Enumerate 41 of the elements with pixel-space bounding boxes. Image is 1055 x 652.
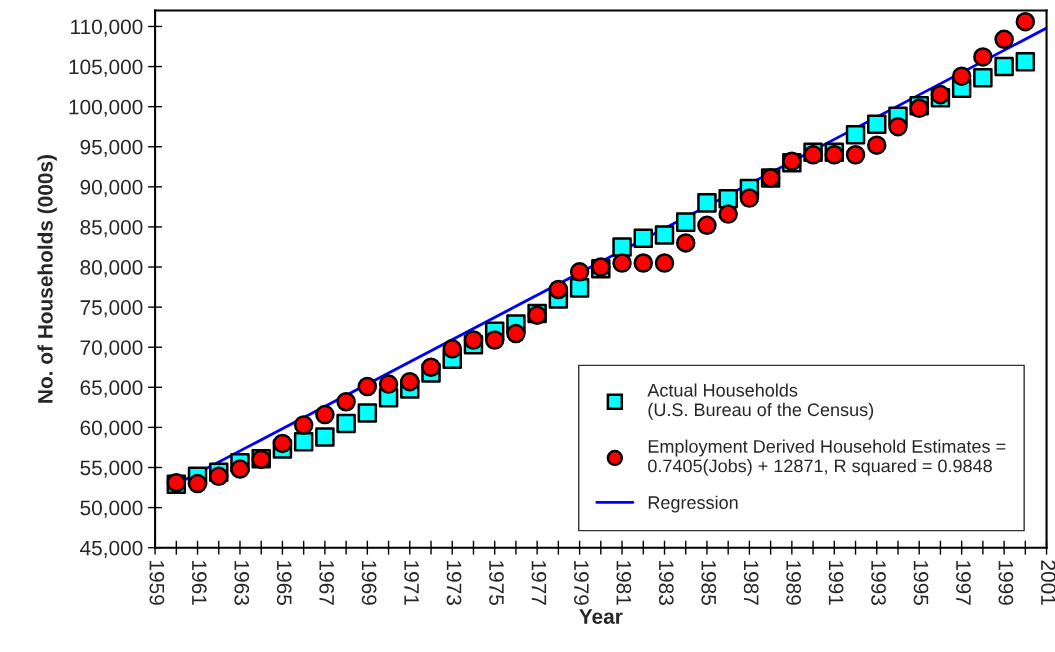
y-tick-label: 45,000: [80, 540, 143, 558]
x-tick-label: 1979: [574, 561, 589, 605]
y-tick-label: 80,000: [80, 260, 143, 278]
x-tick-label: 1977: [531, 561, 547, 605]
legend-label: Actual Households (U.S. Bureau of the Census): [647, 383, 874, 420]
x-tick-label: 1961: [191, 561, 207, 605]
x-tick-label: 1973: [446, 561, 462, 605]
x-tick-label: 1971: [404, 561, 419, 605]
x-tick-label: 1993: [871, 561, 886, 605]
x-tick-label: 1991: [828, 561, 844, 605]
x-tick-label: 2001: [1040, 560, 1055, 605]
x-tick-label: 1963: [234, 561, 250, 605]
x-tick-label: 1975: [489, 561, 504, 605]
x-tick-label: 1967: [319, 561, 335, 605]
x-tick-label: 1959: [149, 561, 165, 605]
y-tick-label: 85,000: [80, 219, 143, 238]
y-tick-label: 65,000: [80, 380, 143, 398]
y-tick-label: 110,000: [71, 19, 143, 37]
x-axis-title: Year: [579, 609, 623, 624]
x-tick-label: 1965: [276, 561, 292, 605]
y-tick-label: 50,000: [80, 500, 143, 518]
x-tick-label: 1987: [743, 561, 759, 605]
y-tick-label: 60,000: [80, 420, 143, 438]
x-tick-label: 1989: [786, 561, 802, 605]
x-tick-label: 1969: [361, 561, 377, 605]
legend-label: Regression: [648, 495, 738, 513]
x-tick-label: 1995: [913, 561, 929, 605]
y-tick-label: 105,000: [69, 59, 143, 77]
x-tick-label: 1997: [956, 561, 971, 605]
y-tick-label: 90,000: [80, 179, 143, 198]
x-tick-label: 1999: [998, 561, 1014, 605]
y-tick-label: 95,000: [80, 139, 143, 157]
x-tick-label: 1983: [658, 561, 674, 605]
y-tick-label: 70,000: [80, 340, 143, 358]
y-tick-label: 100,000: [69, 99, 143, 117]
legend-label: Employment Derived Household Estimates = 0.7405(Jobs) + 12871, R squared = 0.9848: [648, 439, 1006, 476]
x-tick-label: 1985: [701, 561, 717, 605]
y-axis-title: No. of Households (000s): [37, 155, 57, 403]
y-tick-label: 55,000: [80, 460, 143, 478]
y-tick-label: 75,000: [80, 300, 143, 318]
x-tick-label: 1981: [616, 561, 632, 605]
